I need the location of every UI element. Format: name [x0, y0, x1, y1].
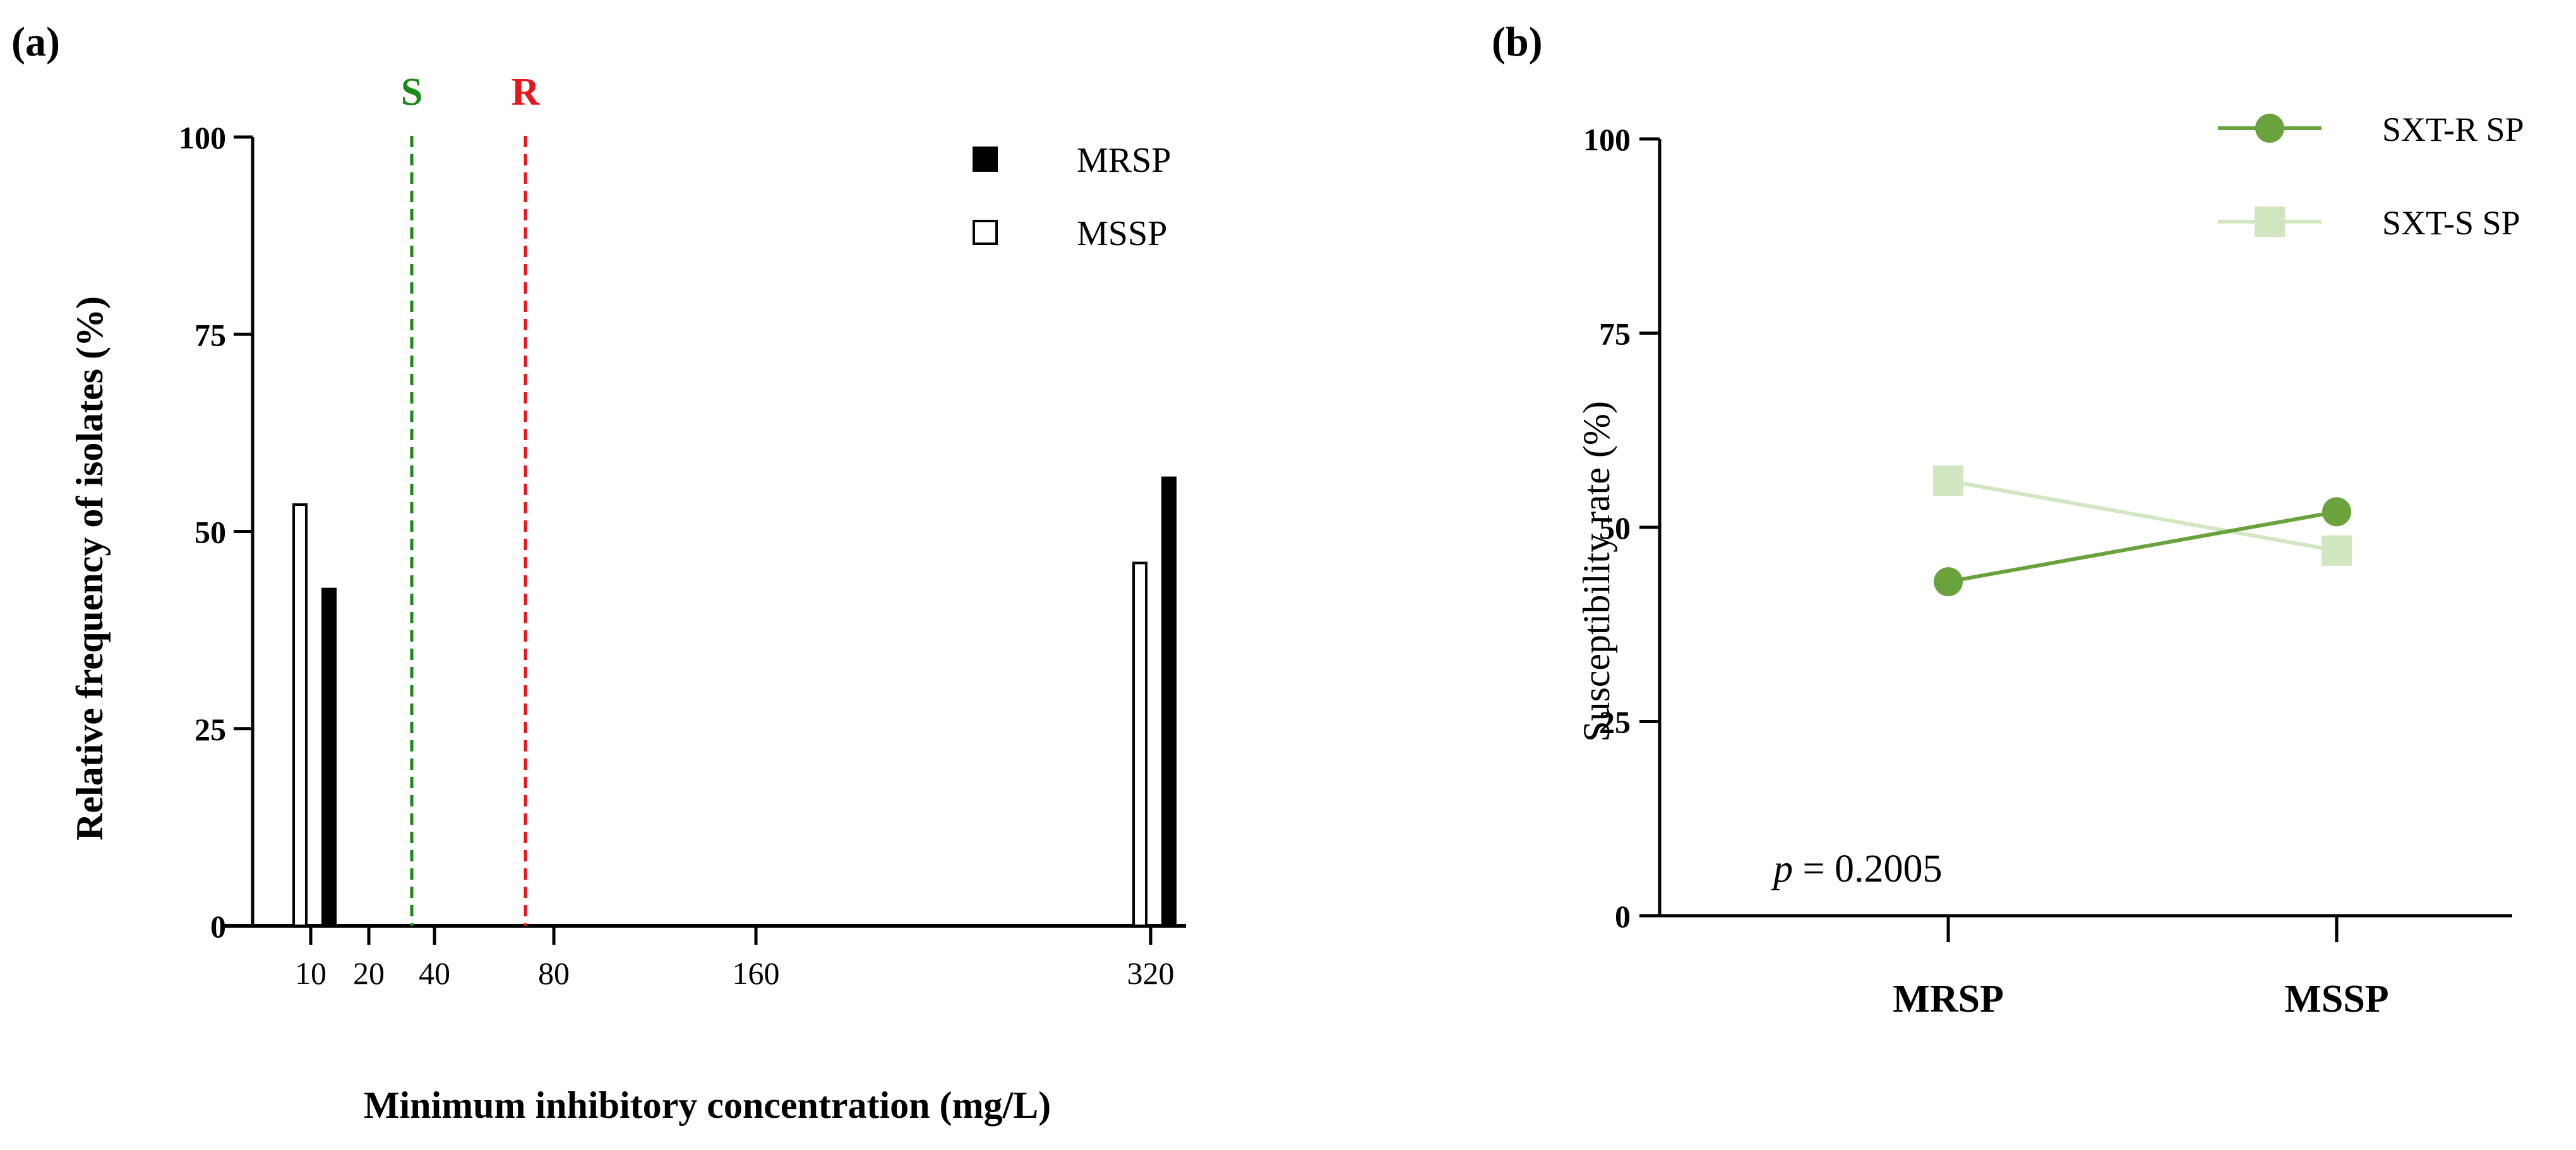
legend-label-sxt-s-sp: SXT-S SP: [2382, 204, 2520, 242]
panel-a-legend: MRSP MSSP: [973, 141, 1171, 253]
panel-b-label: (b): [1492, 19, 1543, 65]
panel-b-y-tick-label: 100: [1583, 122, 1631, 157]
panel-b-y-tick-label: 75: [1599, 316, 1631, 352]
panel-b-x-tick-label-mrsp: MRSP: [1893, 978, 2004, 1021]
panel-a-x-tick-label: 320: [1127, 955, 1175, 991]
panel-b-y-tick-label: 0: [1615, 899, 1631, 934]
point-sxt-s-sp-mssp: [2321, 535, 2352, 566]
panel-a: (a) Relative frequency of isolates (%) M…: [11, 19, 1186, 1126]
panel-a-x-tick-label: 160: [733, 955, 780, 991]
legend-label-mssp: MSSP: [1077, 214, 1167, 253]
panel-b-axes: 0 25 50 75 100 MRSP MSSP: [1583, 122, 2512, 1021]
point-sxt-s-sp-mrsp: [1933, 465, 1963, 496]
bar-mrsp-10: [321, 587, 337, 927]
panel-b-x-tick-label-mssp: MSSP: [2284, 978, 2388, 1021]
panel-b-y-axis-label: Susceptibility rate (%): [1576, 401, 1617, 742]
panel-a-x-tick-label: 10: [295, 955, 326, 991]
p-value-annotation: p = 0.2005: [1771, 848, 1942, 890]
panel-a-axes: 0 25 50 75 100 10 20 40 80 160 320: [179, 120, 1186, 991]
breakpoint-label-s: S: [401, 71, 422, 114]
point-sxt-r-sp-mssp: [2322, 497, 2351, 527]
panel-a-y-tick-label: 25: [195, 712, 226, 747]
p-value-italic: p: [1771, 848, 1793, 890]
series-line-sxt-s-sp: [1948, 479, 2337, 553]
bar-mssp-320: [1132, 561, 1147, 927]
panel-a-y-tick-label: 100: [179, 120, 226, 155]
panel-a-label: (a): [11, 19, 60, 65]
point-sxt-r-sp-mrsp: [1934, 567, 1963, 597]
bar-mrsp-320: [1161, 476, 1177, 927]
breakpoint-label-r: R: [512, 71, 541, 114]
legend-label-sxt-r-sp: SXT-R SP: [2382, 111, 2524, 148]
panel-b-y-tick-label: 25: [1599, 705, 1631, 740]
panel-a-y-tick-label: 50: [195, 515, 226, 550]
panel-a-x-tick-label: 20: [353, 955, 385, 991]
panel-b-y-tick-label: 50: [1599, 510, 1631, 546]
panel-b-legend: SXT-R SP SXT-S SP: [2218, 111, 2524, 242]
legend-marker-sxt-s-sp: [2255, 207, 2285, 237]
legend-label-mrsp: MRSP: [1077, 141, 1171, 180]
legend-swatch-mrsp: [973, 147, 998, 172]
panel-a-x-axis-label: Minimum inhibitory concentration (mg/L): [364, 1084, 1051, 1126]
legend-marker-sxt-r-sp: [2255, 114, 2284, 143]
panel-a-y-tick-label: 0: [210, 909, 226, 944]
panel-a-y-tick-label: 75: [195, 317, 226, 352]
series-line-sxt-r-sp: [1948, 510, 2337, 584]
legend-swatch-mssp: [973, 220, 998, 245]
panel-a-bars: [292, 476, 1177, 927]
p-value-text: = 0.2005: [1793, 848, 1942, 890]
bar-mssp-10: [292, 503, 308, 927]
panel-b-series: [1933, 465, 2352, 597]
panel-a-y-axis-label: Relative frequency of isolates (%): [69, 296, 111, 841]
panel-b: (b) Susceptibility rate (%) 0 25 50 75 100 MR…: [1492, 19, 2524, 1021]
panel-a-x-tick-label: 40: [419, 955, 450, 991]
panel-a-x-tick-label: 80: [538, 955, 570, 991]
